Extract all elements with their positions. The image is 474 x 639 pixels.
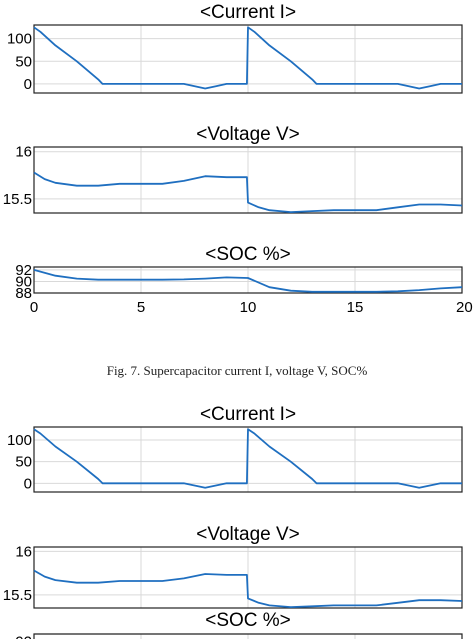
x-tick-label: 0 <box>30 299 38 316</box>
axes-frame <box>33 24 463 94</box>
y-tick-label: 50 <box>15 53 32 70</box>
axes-frame <box>33 266 463 294</box>
axes-frame <box>33 546 463 609</box>
y-tick-label: 92 <box>15 262 32 279</box>
y-tick-label: 50 <box>15 454 32 471</box>
chart-panel-1: <Current I> 0 50 100 <box>7 2 463 94</box>
chart-title: <SOC %> <box>205 244 291 265</box>
y-tick-label: 100 <box>7 432 32 449</box>
chart-panel-5: <Voltage V> 15.5 16 <box>3 524 463 609</box>
x-tick-label: 5 <box>137 299 145 316</box>
chart-title: <Voltage V> <box>196 124 300 145</box>
y-tick-label: 15.5 <box>3 191 32 208</box>
chart-title: <SOC %> <box>205 610 291 631</box>
y-tick-label: 0 <box>24 76 32 93</box>
figure-caption: Fig. 7. Supercapacitor current I, voltag… <box>107 363 368 378</box>
chart-title: <Current I> <box>200 2 296 23</box>
series-line <box>33 428 462 489</box>
y-tick-label: 90 <box>15 273 32 290</box>
chart-panel-2: <Voltage V> 15.5 16 <box>3 124 463 214</box>
chart-panel-6: <SOC %> 92 <box>15 610 463 639</box>
axes-frame <box>33 426 463 493</box>
series-line <box>33 269 463 293</box>
y-tick-label: 100 <box>7 31 32 48</box>
chart-title: <Voltage V> <box>196 524 300 545</box>
chart-panel-4: <Current I> 0 50 100 <box>7 404 463 493</box>
y-tick-label: 16 <box>15 543 32 560</box>
x-tick-label: 20 <box>456 299 473 316</box>
y-tick-label: 0 <box>24 475 32 492</box>
chart-title: <Current I> <box>200 404 296 425</box>
series-line <box>33 171 463 213</box>
y-tick-label: 88 <box>15 285 32 302</box>
series-line <box>33 26 462 90</box>
x-tick-label: 10 <box>240 299 257 316</box>
series-line <box>33 569 463 608</box>
axes-frame <box>33 146 463 214</box>
y-tick-label: 15.5 <box>3 587 32 604</box>
y-tick-label: 92 <box>15 633 32 639</box>
axes-frame <box>33 633 463 639</box>
x-tick-label: 15 <box>347 299 364 316</box>
y-tick-label: 16 <box>15 144 32 161</box>
